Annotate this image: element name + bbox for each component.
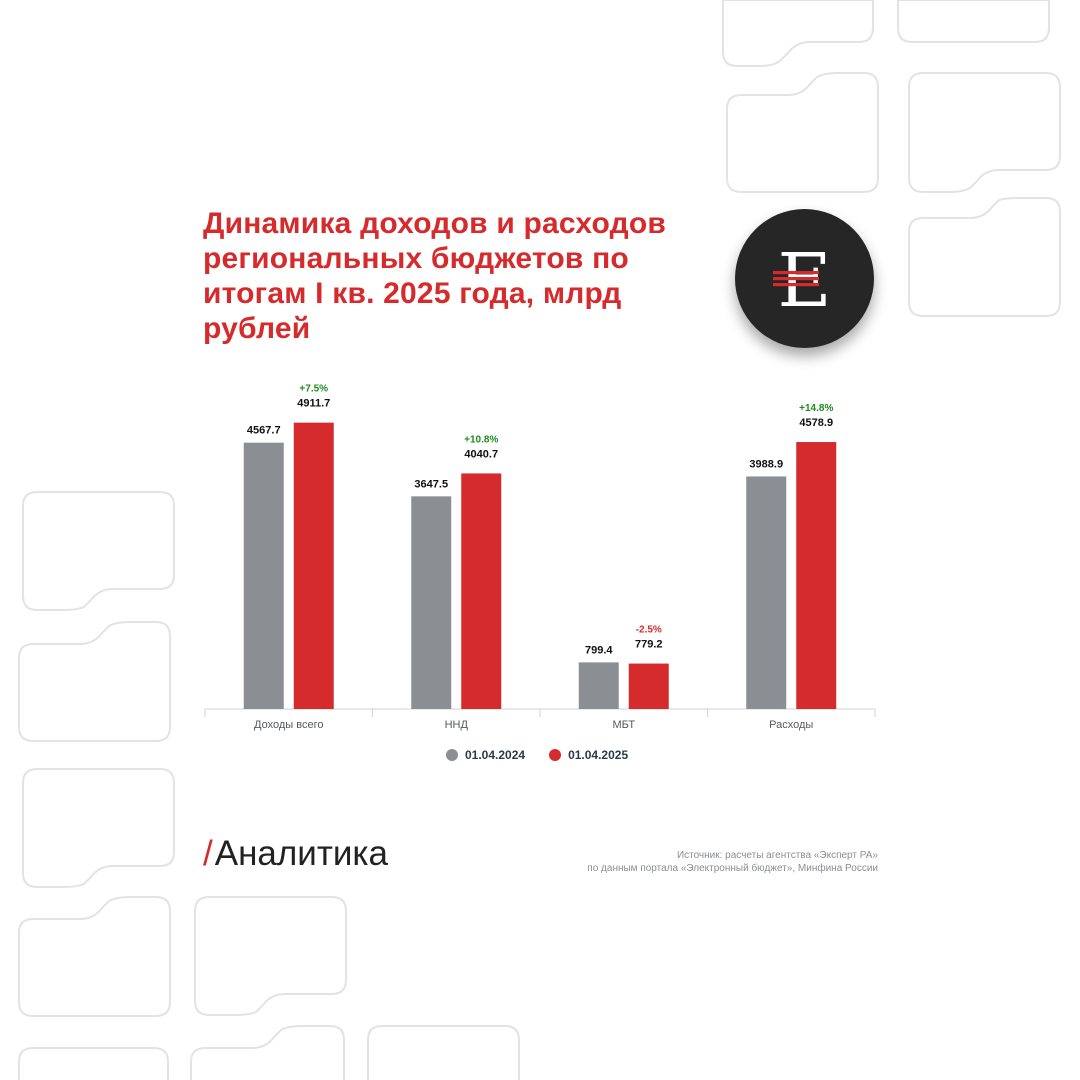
data-label-2024: 4567.7 — [247, 425, 281, 437]
expert-logo-icon: E — [773, 238, 832, 324]
change-label: +10.8% — [464, 434, 498, 445]
change-label: +7.5% — [299, 384, 328, 395]
source-line-2: по данным портала «Электронный бюджет», … — [587, 863, 878, 874]
legend-item-2025: 01.04.2025 — [549, 748, 628, 762]
expert-logo: E — [735, 209, 874, 348]
data-label-2024: 3988.9 — [749, 458, 783, 470]
data-label-2024: 3647.5 — [414, 478, 448, 490]
section-name: Аналитика — [214, 834, 388, 873]
change-label: -2.5% — [636, 625, 662, 636]
change-label: +14.8% — [799, 403, 833, 414]
x-tick-label: ННД — [445, 719, 469, 731]
bar-2-2025 — [461, 473, 502, 709]
legend-swatch-grey — [446, 749, 458, 761]
chart-title: Динамика доходов и расходов региональных… — [203, 207, 667, 345]
bar-4-2024 — [746, 476, 787, 709]
logo-letter: E — [777, 238, 831, 324]
bar-1-2025 — [293, 422, 334, 709]
data-label-2025: 4578.9 — [799, 417, 833, 429]
source-note: Источник: расчеты агентства «Эксперт РА»… — [587, 849, 878, 875]
data-label-2025: 779.2 — [635, 639, 663, 651]
data-label-2025: 4040.7 — [464, 448, 498, 460]
x-tick-label: Расходы — [769, 719, 813, 731]
bar-3-2025 — [628, 663, 669, 709]
legend-label-2024: 01.04.2024 — [465, 748, 526, 762]
legend-label-2025: 01.04.2025 — [568, 748, 629, 762]
bar-4-2025 — [796, 442, 837, 709]
x-tick-label: МБТ — [612, 719, 635, 731]
bar-1-2024 — [243, 442, 284, 709]
source-line-1: Источник: расчеты агентства «Эксперт РА» — [676, 850, 878, 861]
chart-legend: 01.04.2024 01.04.2025 — [446, 748, 628, 762]
x-tick-label: Доходы всего — [254, 719, 323, 731]
section-label: / Аналитика — [203, 834, 388, 874]
bar-2-2024 — [411, 496, 452, 709]
legend-swatch-red — [549, 749, 562, 761]
data-label-2025: 4911.7 — [297, 398, 330, 410]
section-slash: / — [203, 834, 213, 873]
legend-item-2024: 01.04.2024 — [446, 748, 525, 762]
data-label-2024: 799.4 — [585, 644, 613, 656]
bar-3-2024 — [578, 662, 619, 709]
